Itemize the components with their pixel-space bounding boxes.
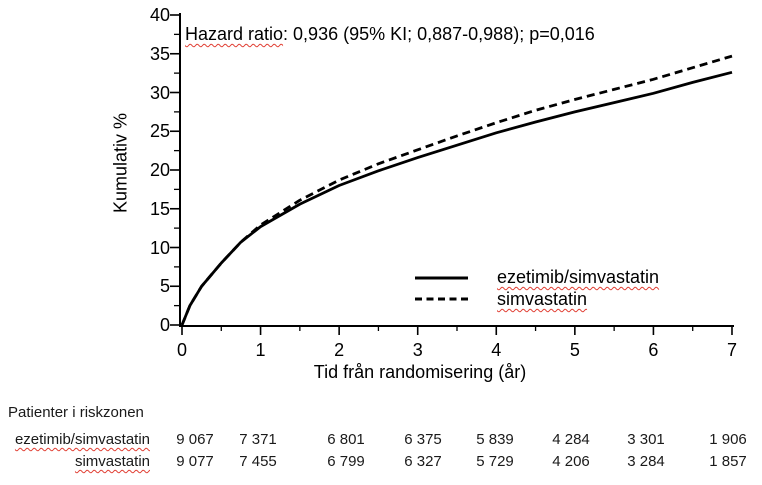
risk-value: 6 801 — [327, 431, 365, 448]
annotation-hazard-ratio-text: Hazard ratio — [185, 24, 284, 44]
x-tick-label: 0 — [176, 340, 187, 360]
risk-value: 3 301 — [627, 431, 665, 448]
x-tick-label: 5 — [569, 340, 580, 360]
risk-table-title: Patienter i riskzonen — [8, 404, 144, 421]
risk-value: 9 077 — [176, 453, 214, 470]
risk-value: 5 839 — [476, 431, 514, 448]
hazard-ratio-annotation: Hazard ratio: 0,936 (95% KI; 0,887-0,988… — [185, 24, 595, 45]
x-tick-label: 3 — [412, 340, 423, 360]
risk-value: 4 206 — [552, 453, 590, 470]
risk-value: 6 327 — [404, 453, 442, 470]
x-tick-label: 7 — [726, 340, 737, 360]
risk-value: 6 799 — [327, 453, 365, 470]
risk-row-label: simvastatin — [74, 453, 150, 470]
legend-label-ezetimib-simvastatin: ezetimib/simvastatin — [497, 267, 660, 287]
y-tick-label: 15 — [149, 198, 170, 219]
annotation-stats-text: : 0,936 (95% KI; 0,887-0,988); p=0,016 — [283, 24, 595, 44]
y-tick-label: 25 — [149, 121, 170, 142]
risk-value: 5 729 — [476, 453, 514, 470]
y-tick-label: 30 — [149, 82, 170, 103]
y-tick-label: 5 — [159, 276, 170, 297]
risk-value: 9 067 — [176, 431, 214, 448]
y-tick-label: 40 — [149, 5, 170, 25]
y-tick-label: 0 — [159, 315, 170, 335]
x-tick-label: 1 — [255, 340, 266, 360]
risk-value: 1 906 — [709, 431, 747, 448]
risk-value: 3 284 — [627, 453, 665, 470]
risk-value: 6 375 — [404, 431, 442, 448]
risk-value: 1 857 — [709, 453, 747, 470]
curve-simvastatin — [180, 54, 733, 326]
x-axis-title: Tid från randomisering (år) — [313, 362, 527, 382]
x-tick-label: 4 — [491, 340, 502, 360]
risk-value: 4 284 — [552, 431, 590, 448]
risk-row-label: ezetimib/simvastatin — [14, 431, 150, 448]
curve-ezetimib-simvastatin — [180, 70, 733, 326]
y-tick-label: 10 — [149, 237, 170, 258]
y-tick-label: 35 — [149, 43, 170, 64]
y-tick-label: 20 — [149, 160, 170, 180]
legend-label-simvastatin: simvastatin — [497, 289, 588, 309]
x-tick-label: 2 — [334, 340, 345, 360]
risk-value: 7 455 — [239, 453, 277, 470]
risk-value: 7 371 — [239, 431, 277, 448]
x-tick-label: 6 — [648, 340, 659, 360]
